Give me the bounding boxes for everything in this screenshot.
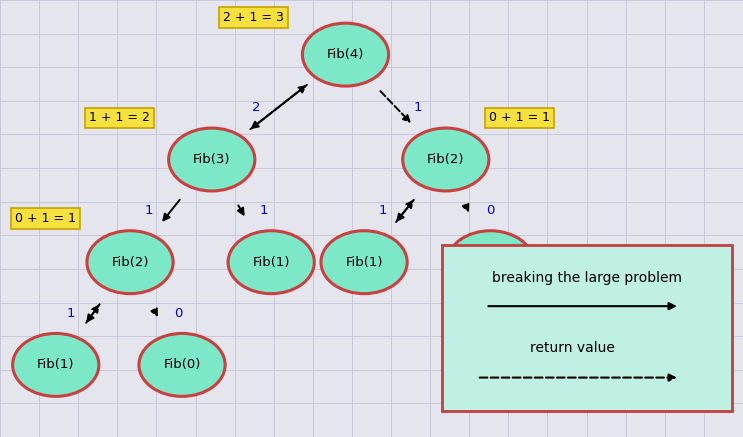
- Text: Fib(0): Fib(0): [472, 256, 509, 269]
- Ellipse shape: [169, 128, 255, 191]
- Text: 1: 1: [414, 101, 422, 114]
- Text: Fib(0): Fib(0): [163, 358, 201, 371]
- Text: Fib(2): Fib(2): [427, 153, 464, 166]
- Text: Fib(2): Fib(2): [111, 256, 149, 269]
- Text: Fib(1): Fib(1): [345, 256, 383, 269]
- Text: 1: 1: [259, 205, 268, 217]
- Ellipse shape: [13, 333, 99, 396]
- Text: breaking the large problem: breaking the large problem: [492, 271, 682, 285]
- Ellipse shape: [139, 333, 225, 396]
- Text: 1: 1: [66, 307, 75, 320]
- Text: 1 + 1 = 2: 1 + 1 = 2: [89, 111, 150, 125]
- Ellipse shape: [302, 23, 389, 86]
- Ellipse shape: [403, 128, 489, 191]
- Ellipse shape: [228, 231, 314, 294]
- Text: 1: 1: [144, 205, 153, 217]
- Text: Fib(4): Fib(4): [327, 48, 364, 61]
- Ellipse shape: [447, 231, 533, 294]
- Text: 0: 0: [486, 205, 495, 217]
- Text: 0 + 1 = 1: 0 + 1 = 1: [15, 212, 76, 225]
- Text: 0 + 1 = 1: 0 + 1 = 1: [489, 111, 550, 125]
- Text: Fib(1): Fib(1): [253, 256, 290, 269]
- Text: return value: return value: [530, 341, 615, 355]
- Text: 2 + 1 = 3: 2 + 1 = 3: [223, 11, 284, 24]
- Text: 1: 1: [378, 205, 387, 217]
- Text: 0: 0: [174, 307, 183, 320]
- Ellipse shape: [87, 231, 173, 294]
- Text: 2: 2: [252, 101, 261, 114]
- Text: Fib(3): Fib(3): [193, 153, 230, 166]
- FancyBboxPatch shape: [442, 245, 732, 411]
- Text: Fib(1): Fib(1): [37, 358, 74, 371]
- Ellipse shape: [321, 231, 407, 294]
